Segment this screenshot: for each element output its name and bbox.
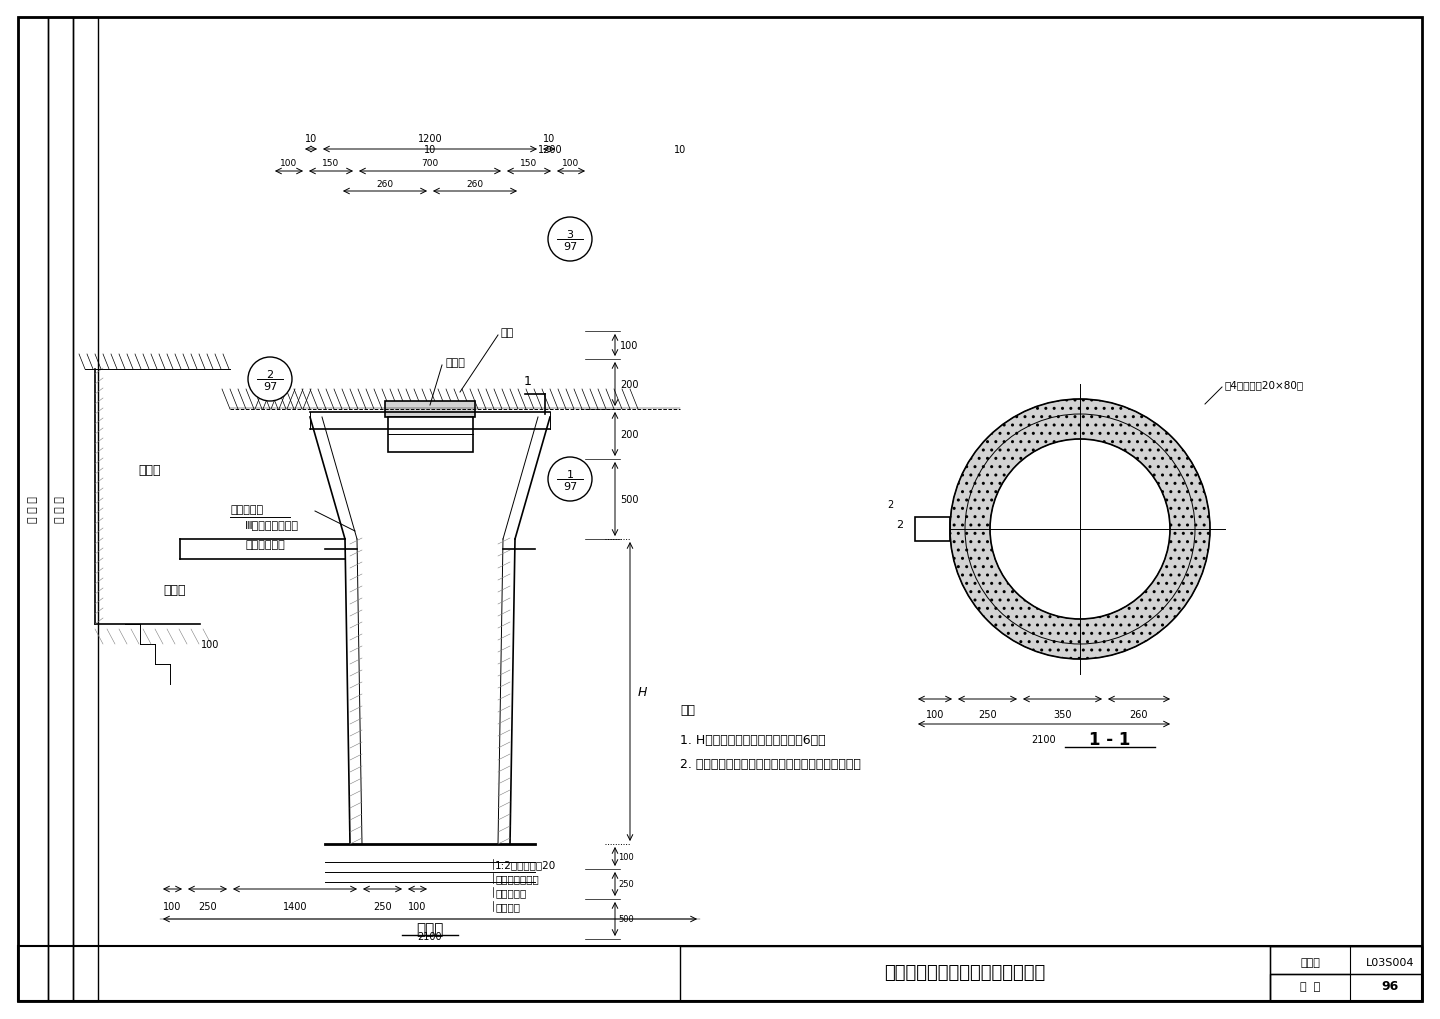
Text: 97: 97 bbox=[264, 382, 276, 391]
Text: 100: 100 bbox=[618, 853, 634, 862]
Bar bbox=[914, 518, 950, 541]
Text: 250: 250 bbox=[373, 901, 392, 911]
Bar bbox=[680, 946, 1421, 1001]
Text: 1. H与蓄水池深度有关，且不大于6米。: 1. H与蓄水池深度有关，且不大于6米。 bbox=[680, 733, 825, 746]
Text: 页  号: 页 号 bbox=[1300, 981, 1320, 991]
Text: 井盖及盖座: 井盖及盖座 bbox=[230, 504, 264, 515]
Circle shape bbox=[248, 358, 292, 401]
Text: 97: 97 bbox=[563, 242, 577, 252]
Text: 2: 2 bbox=[266, 370, 274, 380]
Text: 3: 3 bbox=[566, 229, 573, 239]
Text: 1 - 1: 1 - 1 bbox=[1089, 731, 1130, 748]
Text: 150: 150 bbox=[520, 159, 537, 168]
Text: 图集号: 图集号 bbox=[1300, 957, 1320, 967]
Text: 200: 200 bbox=[621, 380, 638, 389]
Text: 10: 10 bbox=[423, 145, 436, 155]
Text: 200: 200 bbox=[621, 430, 638, 439]
Text: 2. 蓄水池连通管管径由设计人员根据实际情况确定。: 2. 蓄水池连通管管径由设计人员根据实际情况确定。 bbox=[680, 758, 861, 770]
Text: 250: 250 bbox=[618, 879, 634, 889]
Text: 100: 100 bbox=[926, 709, 945, 719]
Text: 1: 1 bbox=[524, 375, 531, 387]
Bar bbox=[48, 18, 73, 1001]
Text: 100: 100 bbox=[281, 159, 298, 168]
Text: 97: 97 bbox=[563, 482, 577, 491]
Text: 厚4钢盖板开20×80孔: 厚4钢盖板开20×80孔 bbox=[1225, 380, 1305, 389]
Bar bbox=[19, 946, 1421, 1001]
Text: 10: 10 bbox=[543, 133, 556, 144]
Text: 250: 250 bbox=[199, 901, 217, 911]
Bar bbox=[1270, 946, 1349, 974]
Text: 260: 260 bbox=[376, 179, 393, 189]
Bar bbox=[73, 18, 98, 1001]
Text: L03S004: L03S004 bbox=[1365, 957, 1414, 967]
Text: 1200: 1200 bbox=[418, 133, 442, 144]
Text: 10: 10 bbox=[674, 145, 685, 155]
Text: 拎攀: 拎攀 bbox=[500, 328, 513, 337]
Text: 100: 100 bbox=[621, 340, 638, 351]
Text: 蓄水池连通管: 蓄水池连通管 bbox=[245, 539, 285, 549]
Bar bbox=[1270, 974, 1421, 1001]
Text: 100: 100 bbox=[563, 159, 580, 168]
Text: H: H bbox=[638, 686, 648, 699]
Wedge shape bbox=[950, 399, 1210, 659]
Bar bbox=[1270, 946, 1421, 974]
Text: 2: 2 bbox=[897, 520, 903, 530]
Circle shape bbox=[549, 458, 592, 501]
Text: 混凝土垫层: 混凝土垫层 bbox=[495, 888, 526, 897]
Text: 2100: 2100 bbox=[1031, 735, 1057, 744]
Text: 700: 700 bbox=[422, 159, 439, 168]
Text: 1:2抹面砂浆厚20: 1:2抹面砂浆厚20 bbox=[495, 859, 556, 869]
Text: 锁 本 图: 锁 本 图 bbox=[27, 496, 37, 523]
Text: 2: 2 bbox=[887, 499, 893, 510]
Text: 注：: 注： bbox=[680, 703, 696, 715]
Text: 260: 260 bbox=[1130, 709, 1148, 719]
Text: 250: 250 bbox=[978, 709, 996, 719]
Text: 钢盖板: 钢盖板 bbox=[445, 358, 465, 368]
Text: 350: 350 bbox=[1053, 709, 1071, 719]
Text: 蓄水池消防车取水口的设置（一）: 蓄水池消防车取水口的设置（一） bbox=[884, 963, 1045, 981]
Bar bbox=[19, 18, 48, 1001]
Text: 剖面图: 剖面图 bbox=[416, 921, 444, 936]
Text: 名 字 源: 名 字 源 bbox=[55, 496, 65, 523]
Text: 1200: 1200 bbox=[537, 145, 562, 155]
Bar bbox=[1270, 974, 1349, 1001]
Text: Ⅲ型刚性防水套管: Ⅲ型刚性防水套管 bbox=[245, 520, 300, 530]
Text: 集水坑: 集水坑 bbox=[164, 583, 186, 596]
Text: 100: 100 bbox=[163, 901, 181, 911]
Text: 150: 150 bbox=[323, 159, 340, 168]
Text: 10: 10 bbox=[305, 133, 317, 144]
Bar bbox=[384, 401, 475, 418]
Text: 260: 260 bbox=[467, 179, 484, 189]
Text: 1400: 1400 bbox=[282, 901, 307, 911]
Text: 500: 500 bbox=[621, 494, 638, 504]
Text: 蓄水池: 蓄水池 bbox=[138, 463, 161, 476]
Text: 钢筋混凝土底板: 钢筋混凝土底板 bbox=[495, 873, 539, 883]
Bar bbox=[387, 418, 472, 452]
Text: 100: 100 bbox=[200, 639, 219, 649]
Circle shape bbox=[549, 218, 592, 262]
Text: 96: 96 bbox=[1381, 979, 1398, 993]
Text: 1: 1 bbox=[566, 470, 573, 480]
Text: 2100: 2100 bbox=[418, 931, 442, 942]
Text: 500: 500 bbox=[618, 915, 634, 923]
Text: 100: 100 bbox=[409, 901, 426, 911]
Text: 素土夯实: 素土夯实 bbox=[495, 901, 520, 911]
Bar bbox=[1270, 946, 1421, 1001]
